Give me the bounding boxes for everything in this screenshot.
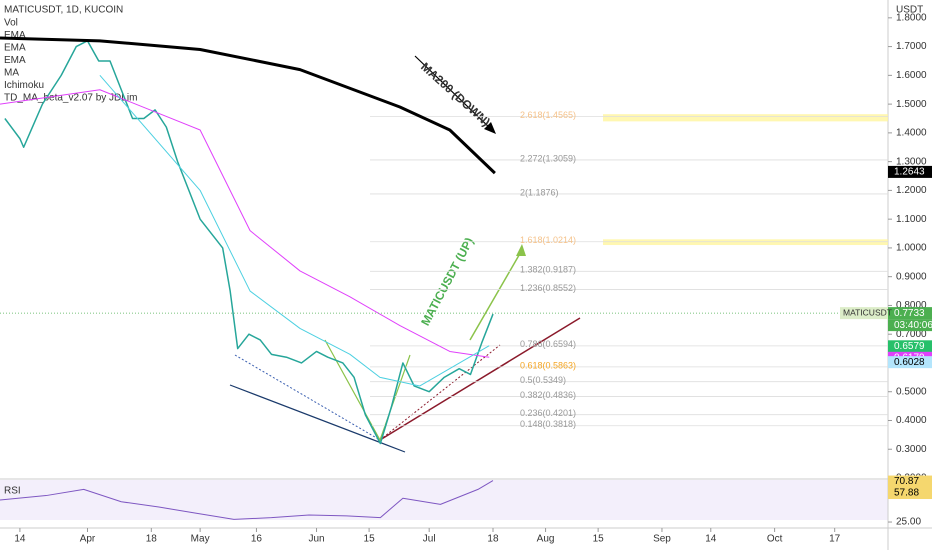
symbol-tag-label: MATICUSDT bbox=[843, 307, 892, 317]
x-tick-label: 18 bbox=[487, 534, 499, 545]
y-tick-label: 0.5000 bbox=[896, 386, 927, 397]
fib-label: 1.236(0.8552) bbox=[520, 283, 576, 293]
y-tick-label: 1.4000 bbox=[896, 128, 927, 139]
trend-line bbox=[379, 344, 501, 441]
legend-item: EMA bbox=[4, 55, 26, 66]
fib-label: 2.618(1.4565) bbox=[520, 110, 576, 120]
arrow-head bbox=[516, 244, 526, 256]
x-tick-label: Jun bbox=[308, 534, 324, 545]
legend: MATICUSDT, 1D, KUCOIN VolEMAEMAEMAMAIchi… bbox=[4, 5, 137, 104]
legend-item: Vol bbox=[4, 18, 18, 29]
x-tick-label: 14 bbox=[705, 534, 717, 545]
x-tick-label: Apr bbox=[80, 534, 96, 545]
series-line bbox=[0, 36, 496, 175]
fib-label: 0.786(0.6594) bbox=[520, 339, 576, 349]
y-tick-label: 0.4000 bbox=[896, 415, 927, 426]
symbol-tag bbox=[840, 307, 888, 320]
rsi-band bbox=[0, 480, 888, 520]
trend-line bbox=[234, 354, 381, 441]
y-tick-label: 1.8000 bbox=[896, 12, 927, 23]
x-tick-label: Aug bbox=[537, 534, 555, 545]
fib-label: 1.382(0.9187) bbox=[520, 265, 576, 275]
y-tick-label: 1.0000 bbox=[896, 243, 927, 254]
arrow bbox=[414, 55, 493, 131]
legend-item: MA bbox=[4, 68, 19, 79]
arrow-head bbox=[484, 122, 496, 134]
price-tag-label: 70.87 bbox=[894, 476, 919, 487]
rsi-title: RSI bbox=[4, 486, 21, 497]
y-tick-label: 0.7000 bbox=[896, 329, 927, 340]
zone bbox=[603, 239, 888, 246]
x-tick-label: 18 bbox=[146, 534, 158, 545]
series-line bbox=[4, 40, 494, 445]
y-tick-label: 25.00 bbox=[896, 517, 921, 528]
series-line bbox=[0, 480, 494, 520]
series-line bbox=[0, 89, 490, 358]
series-line bbox=[99, 75, 490, 387]
pattern-line bbox=[324, 339, 411, 442]
x-tick-label: 17 bbox=[829, 534, 841, 545]
trend-line bbox=[379, 317, 581, 441]
legend-item: EMA bbox=[4, 30, 26, 41]
price-tag bbox=[888, 487, 932, 500]
symbol-title: MATICUSDT, 1D, KUCOIN bbox=[4, 5, 123, 16]
price-tag-label: 57.88 bbox=[894, 488, 919, 499]
price-tag-label: 0.7733 bbox=[894, 308, 925, 319]
fib-label: 2.272(1.3059) bbox=[520, 153, 576, 163]
y-tick-label: 1.2000 bbox=[896, 185, 927, 196]
x-tick-label: 15 bbox=[593, 534, 605, 545]
y-tick-label: 0.8000 bbox=[896, 300, 927, 311]
zone bbox=[603, 114, 888, 122]
x-tick-label: Oct bbox=[767, 534, 783, 545]
x-tick-label: 15 bbox=[364, 534, 376, 545]
legend-item: TD_MA_beta_v2.07 by JDLim bbox=[4, 93, 137, 104]
countdown: 03:40:06 bbox=[894, 320, 932, 331]
fib-label: 0.382(0.4836) bbox=[520, 390, 576, 400]
price-tag bbox=[888, 340, 932, 353]
price-tag-label: 0.6579 bbox=[894, 341, 925, 352]
legend-item: EMA bbox=[4, 43, 26, 54]
price-tag bbox=[888, 475, 932, 488]
x-tick-label: Jul bbox=[423, 534, 436, 545]
y-tick-label: 1.3000 bbox=[896, 156, 927, 167]
fib-label: 1.618(1.0214) bbox=[520, 235, 576, 245]
price-tag-label: 0.6028 bbox=[894, 357, 925, 368]
y-tick-label: 1.7000 bbox=[896, 41, 927, 52]
fib-label: 0.618(0.5863) bbox=[520, 360, 576, 370]
arrow bbox=[469, 249, 523, 341]
price-tag-label: 1.2643 bbox=[894, 167, 925, 178]
price-tag bbox=[888, 307, 932, 320]
y-tick-label: 1.5000 bbox=[896, 99, 927, 110]
x-tick-label: Sep bbox=[653, 534, 671, 545]
fib-label: 0.148(0.3818) bbox=[520, 419, 576, 429]
fib-label: 0.236(0.4201) bbox=[520, 408, 576, 418]
axis-unit: USDT bbox=[896, 5, 923, 16]
legend-item: Ichimoku bbox=[4, 80, 44, 91]
y-tick-label: 0.3000 bbox=[896, 444, 927, 455]
y-tick-label: 1.6000 bbox=[896, 70, 927, 81]
fib-label: 0.5(0.5349) bbox=[520, 375, 566, 385]
x-tick-label: May bbox=[191, 534, 210, 545]
x-tick-label: 14 bbox=[14, 534, 26, 545]
trend-line bbox=[229, 384, 406, 453]
fib-label: 2(1.1876) bbox=[520, 187, 559, 197]
x-tick-label: 16 bbox=[251, 534, 263, 545]
y-tick-label: 1.1000 bbox=[896, 214, 927, 225]
countdown-tag bbox=[888, 319, 932, 332]
y-tick-label: 0.9000 bbox=[896, 271, 927, 282]
price-tag bbox=[888, 356, 932, 369]
price-tag bbox=[888, 165, 932, 178]
